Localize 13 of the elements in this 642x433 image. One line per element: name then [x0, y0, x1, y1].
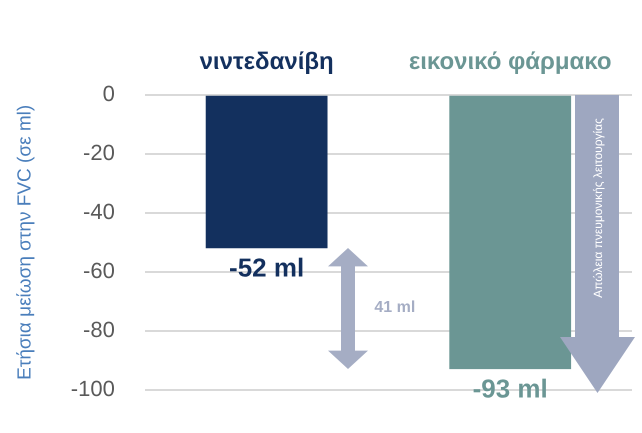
y-axis-title: Ετήσια μείωση στην FVC (σε ml) [14, 104, 36, 380]
y-tick-label: -80 [83, 316, 115, 342]
data-label: -52 ml [229, 252, 304, 282]
annotation: Απώλεια πνευμονικής λειτουργίας [590, 116, 604, 300]
y-tick-label: 0 [102, 80, 115, 106]
annotation: 41 ml [374, 298, 416, 317]
x-tick-label: εικονικό φάρμακο [408, 48, 612, 76]
y-tick-label: -40 [83, 198, 115, 224]
y-tick-label: -100 [70, 376, 115, 401]
data-label: -93 ml [472, 373, 548, 404]
x-tick-label: νιντεδανίβη [200, 48, 334, 76]
y-tick-label: -60 [83, 258, 115, 283]
y-tick-label: -20 [83, 140, 115, 165]
